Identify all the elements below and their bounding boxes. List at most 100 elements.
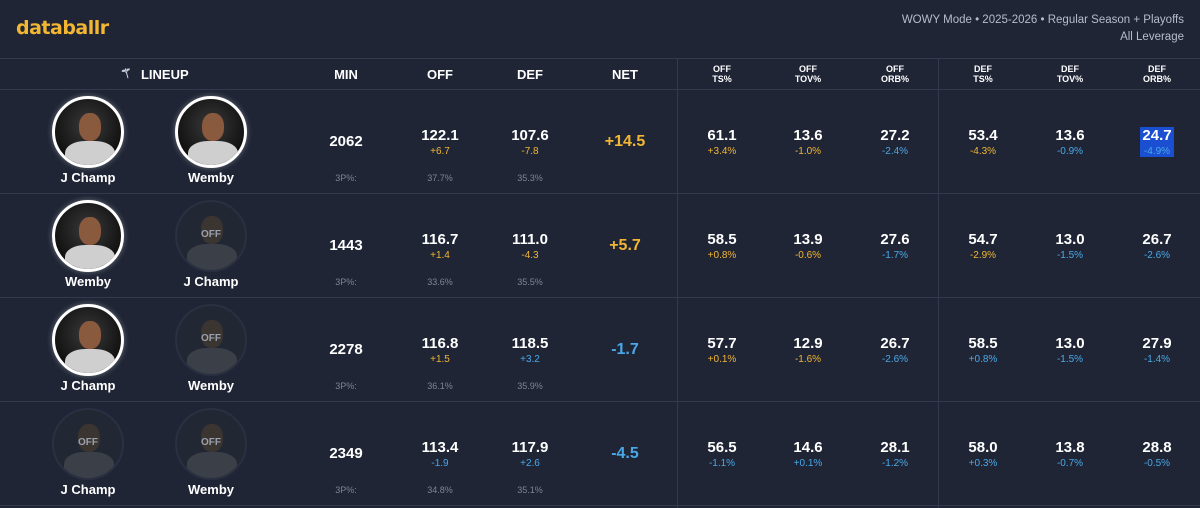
off-three-pt: 33.6% [427, 277, 453, 287]
def-ts-delta: +0.3% [968, 458, 998, 469]
player-toggle[interactable]: OFF Wemby [171, 408, 251, 497]
off-tov-delta: -1.6% [794, 354, 822, 365]
off-orb-header-l2: ORB% [880, 74, 909, 84]
def-three-pt: 35.1% [517, 485, 543, 495]
def-three-pt: 35.3% [517, 173, 543, 183]
off-orb-value: 27.6 [880, 231, 910, 248]
brand-logo[interactable]: databallr [16, 17, 109, 39]
player-name: J Champ [60, 378, 116, 393]
player-toggle[interactable]: Wemby [48, 200, 128, 289]
def-orb-header[interactable]: DEF ORB% [1117, 59, 1197, 89]
def-ts-value: 58.5 [968, 335, 998, 352]
spurs-icon: ⚚ [119, 64, 135, 83]
minutes-value: 2062 [329, 133, 363, 150]
off-orb-header[interactable]: OFF ORB% [855, 59, 935, 89]
def-orb-value: 24.7 [1142, 127, 1172, 144]
off-orb-delta: -1.2% [881, 458, 909, 469]
def-rating-delta: +2.6 [520, 458, 540, 469]
off-rating-delta: +6.7 [430, 146, 450, 157]
player-toggle[interactable]: OFF Wemby [171, 304, 251, 393]
selection-highlight: 24.7 -4.9% [1140, 127, 1174, 157]
off-rating-delta: +1.4 [430, 250, 450, 261]
off-orb-value: 27.2 [880, 127, 910, 144]
off-ts-value: 61.1 [707, 127, 737, 144]
off-rating: 116.8 +1.5 [400, 335, 480, 365]
player-toggle[interactable]: Wemby [171, 96, 251, 185]
player-avatar-off: OFF [52, 408, 124, 480]
off-ts-header-l2: TS% [712, 74, 732, 84]
column-divider [677, 58, 678, 508]
player-toggle[interactable]: OFF J Champ [48, 408, 128, 497]
net-rating: -1.7 [611, 341, 639, 358]
off-tov-delta: +0.1% [793, 458, 823, 469]
off-tov-cell: 12.9 -1.6% [768, 335, 848, 365]
def-orb-header-l1: DEF [1147, 64, 1166, 74]
def-rating-delta: -4.3 [521, 250, 539, 261]
def-rating-value: 107.6 [511, 127, 549, 144]
player-avatar [175, 96, 247, 168]
off-rating: 122.1 +6.7 [400, 127, 480, 157]
off-badge: OFF [201, 229, 221, 240]
lineup-header[interactable]: ⚚ LINEUP [80, 59, 230, 89]
player-name: Wemby [188, 378, 234, 393]
def-tov-delta: -1.5% [1056, 250, 1084, 261]
off-tov-value: 13.9 [793, 231, 823, 248]
def-ts-cell: 58.0 +0.3% [943, 439, 1023, 469]
off-rating-value: 113.4 [421, 439, 459, 456]
off-orb-delta: -1.7% [881, 250, 909, 261]
def-ts-delta: -4.3% [969, 146, 997, 157]
def-orb-delta: -0.5% [1143, 458, 1171, 469]
player-toggle[interactable]: OFF J Champ [171, 200, 251, 289]
off-tov-delta: -0.6% [794, 250, 822, 261]
def-rating: 111.0 -4.3 [490, 231, 570, 261]
def-header[interactable]: DEF [517, 66, 543, 82]
def-rating-delta: +3.2 [520, 354, 540, 365]
def-orb-delta: -1.4% [1143, 354, 1171, 365]
net-rating: +14.5 [604, 133, 646, 150]
three-pt-label: 3P%: [335, 381, 357, 391]
def-tov-delta: -0.9% [1056, 146, 1084, 157]
off-rating-value: 122.1 [421, 127, 459, 144]
off-tov-cell: 14.6 +0.1% [768, 439, 848, 469]
off-rating: 113.4 -1.9 [400, 439, 480, 469]
off-rating-value: 116.8 [421, 335, 459, 352]
min-header[interactable]: MIN [334, 66, 358, 82]
minutes-value: 2278 [329, 341, 363, 358]
def-rating-value: 111.0 [512, 231, 548, 248]
off-ts-cell: 58.5 +0.8% [682, 231, 762, 261]
player-toggle[interactable]: J Champ [48, 96, 128, 185]
def-ts-value: 58.0 [968, 439, 998, 456]
player-avatar [52, 304, 124, 376]
player-avatar-off: OFF [175, 408, 247, 480]
def-tov-value: 13.0 [1055, 231, 1085, 248]
def-orb-cell: 27.9 -1.4% [1117, 335, 1197, 365]
def-ts-cell: 58.5 +0.8% [943, 335, 1023, 365]
player-toggle[interactable]: J Champ [48, 304, 128, 393]
off-header[interactable]: OFF [427, 66, 453, 82]
off-ts-header[interactable]: OFF TS% [682, 59, 762, 89]
def-ts-cell: 54.7 -2.9% [943, 231, 1023, 261]
off-ts-header-l1: OFF [712, 64, 731, 74]
def-tov-header[interactable]: DEF TOV% [1030, 59, 1110, 89]
player-name: J Champ [60, 482, 116, 497]
off-tov-header[interactable]: OFF TOV% [768, 59, 848, 89]
off-orb-cell: 27.2 -2.4% [855, 127, 935, 157]
def-orb-delta: -4.9% [1143, 146, 1171, 157]
table-header: ⚚ LINEUP MIN OFF DEF NET OFF TS% OFF TOV% … [0, 58, 1200, 90]
net-rating: -4.5 [611, 445, 639, 462]
def-orb-cell: 26.7 -2.6% [1117, 231, 1197, 261]
off-badge: OFF [201, 437, 221, 448]
def-rating: 118.5 +3.2 [490, 335, 570, 365]
off-ts-value: 56.5 [707, 439, 737, 456]
leverage-line: All Leverage [1120, 31, 1184, 43]
def-tov-cell: 13.0 -1.5% [1030, 335, 1110, 365]
off-ts-delta: +0.1% [707, 354, 737, 365]
net-header[interactable]: NET [612, 66, 638, 82]
def-ts-header[interactable]: DEF TS% [943, 59, 1023, 89]
def-orb-header-l2: ORB% [1142, 74, 1171, 84]
off-tov-value: 13.6 [793, 127, 823, 144]
off-tov-cell: 13.9 -0.6% [768, 231, 848, 261]
table-row: OFF J Champ OFF Wemby 2349 3P%: 113.4 -1.9 34.8%… [0, 402, 1200, 506]
def-tov-cell: 13.6 -0.9% [1030, 127, 1110, 157]
player-avatar [52, 96, 124, 168]
